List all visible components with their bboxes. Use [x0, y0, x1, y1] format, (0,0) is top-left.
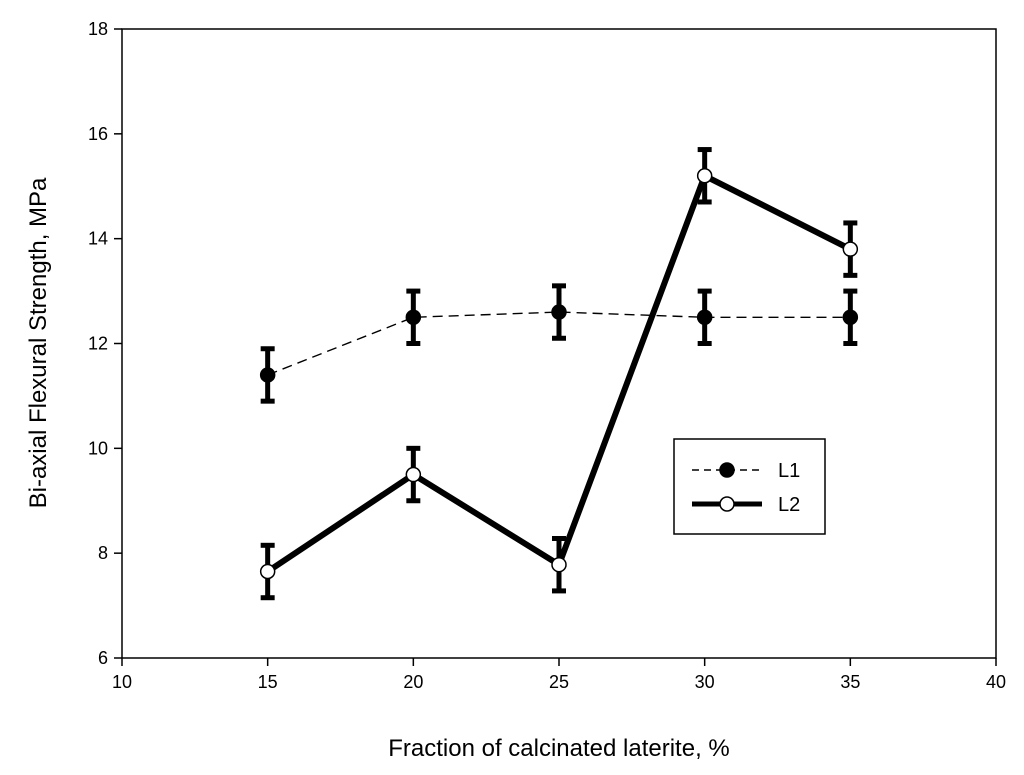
data-point	[696, 168, 713, 184]
y-tick-label: 8	[98, 543, 108, 563]
data-point	[405, 466, 422, 483]
series-layer	[259, 147, 859, 601]
x-tick-label: 10	[112, 672, 132, 692]
series-l1	[259, 283, 859, 404]
x-tick-label: 35	[840, 672, 860, 692]
legend-l2-marker	[719, 496, 735, 512]
y-tick-label: 18	[88, 19, 108, 39]
x-tick-label: 15	[258, 672, 278, 692]
y-axis-title: Bi-axial Flexural Strength, MPa	[25, 177, 52, 508]
series-l2	[259, 147, 859, 601]
data-point	[551, 556, 567, 573]
legend-l2-label: L2	[778, 494, 800, 516]
x-tick-label: 40	[986, 672, 1006, 692]
series-line-l1	[267, 311, 851, 376]
y-tick-label: 12	[88, 334, 108, 354]
axis-ticks: 10 15 20 25 30 35 40 6 8 10 12 14 16 18	[88, 19, 1006, 692]
y-tick-label: 16	[88, 124, 108, 144]
legend-box	[673, 438, 826, 535]
data-point	[696, 309, 713, 326]
data-point	[842, 241, 859, 257]
y-tick-label: 6	[98, 648, 108, 668]
data-point	[405, 309, 422, 326]
x-axis-title: Fraction of calcinated laterite, %	[388, 735, 730, 762]
data-point	[259, 367, 276, 383]
y-tick-label: 10	[88, 438, 108, 458]
legend-l1-label: L1	[778, 460, 800, 482]
x-tick-label: 20	[403, 672, 423, 692]
data-point	[551, 304, 567, 320]
x-tick-label: 25	[549, 672, 569, 692]
legend-l1-marker	[719, 462, 735, 478]
data-point	[259, 563, 276, 580]
data-point	[842, 309, 859, 326]
y-tick-label: 14	[88, 229, 108, 249]
x-tick-label: 30	[695, 672, 715, 692]
legend: L1 L2	[673, 438, 826, 535]
